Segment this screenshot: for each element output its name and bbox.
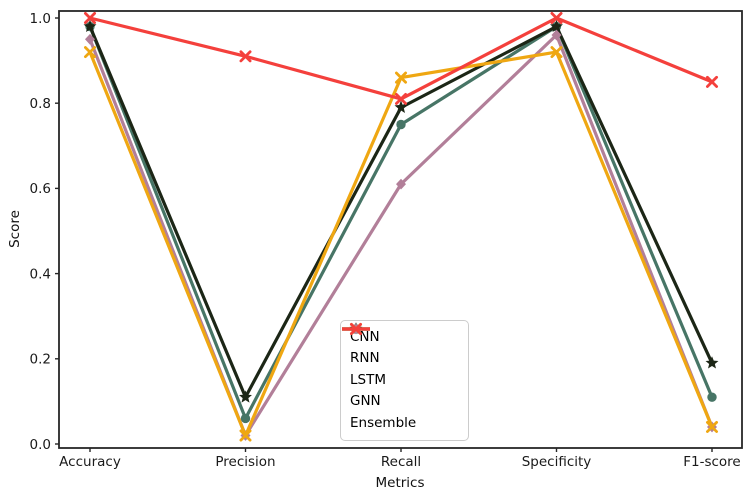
marker-gnn-1: [239, 429, 252, 442]
legend-label-cnn: CNN: [350, 328, 380, 345]
legend: CNN RNN LSTM GNN Ensemble: [340, 320, 469, 441]
marker-rnn-3: [550, 19, 563, 33]
series-gnn: [84, 46, 718, 442]
marker-ensemble-3: [550, 12, 563, 24]
x-axis: Accuracy Precision Recall Specificity F1-sco…: [59, 448, 741, 470]
marker-lstm-2: [396, 178, 406, 190]
marker-cnn-1: [240, 413, 251, 424]
y-tick-label: 1.0: [30, 11, 51, 27]
legend-label-gnn: GNN: [350, 393, 381, 410]
y-tick-label: 0.2: [30, 352, 51, 368]
x-tick-label: F1-score: [683, 454, 741, 470]
marker-gnn-0: [84, 46, 96, 59]
legend-label-ensemble: Ensemble: [350, 414, 417, 431]
marker-ensemble-2: [395, 92, 407, 105]
legend-item-rnn: RNN: [342, 322, 459, 369]
series-rnn: [83, 19, 719, 403]
series-line-ensemble: [88, 16, 714, 101]
marker-lstm-3: [551, 29, 562, 41]
marker-ensemble-4: [706, 75, 718, 88]
y-tick-label: 0.0: [30, 437, 51, 453]
marker-rnn-2: [394, 100, 408, 113]
x-tick-label: Precision: [215, 454, 275, 470]
marker-ensemble-0: [84, 12, 96, 24]
y-axis-label: Score: [7, 210, 23, 248]
legend-label-rnn: RNN: [350, 350, 380, 367]
marker-lstm-0: [85, 33, 95, 45]
marker-gnn-3: [550, 46, 563, 59]
marker-rnn-1: [239, 390, 252, 403]
legend-item-lstm: LSTM: [342, 323, 459, 391]
marker-gnn-2: [395, 71, 407, 84]
x-tick-label: Recall: [381, 454, 421, 470]
marker-rnn-4: [705, 356, 719, 369]
marker-cnn-4: [707, 392, 717, 402]
y-tick-label: 0.6: [30, 181, 51, 197]
x-axis-label: Metrics: [375, 475, 425, 491]
marker-ensemble-1: [239, 50, 252, 63]
legend-item-ensemble: Ensemble: [342, 323, 459, 434]
legend-item-gnn: GNN: [342, 323, 459, 412]
x-tick-label: Accuracy: [59, 454, 121, 470]
legend-swatch-x-icon: [342, 323, 370, 335]
legend-marker-ensemble: [350, 323, 362, 335]
x-tick-label: Specificity: [522, 454, 592, 470]
marker-gnn-4: [706, 420, 718, 433]
y-tick-label: 0.8: [30, 96, 51, 112]
marker-cnn-2: [396, 119, 406, 130]
marker-rnn-0: [83, 19, 97, 33]
y-tick-label: 0.4: [30, 266, 51, 282]
series-ensemble: [84, 12, 718, 105]
legend-label-lstm: LSTM: [350, 371, 386, 388]
y-axis: 0.0 0.2 0.4 0.6 0.8 1.0: [30, 11, 59, 453]
